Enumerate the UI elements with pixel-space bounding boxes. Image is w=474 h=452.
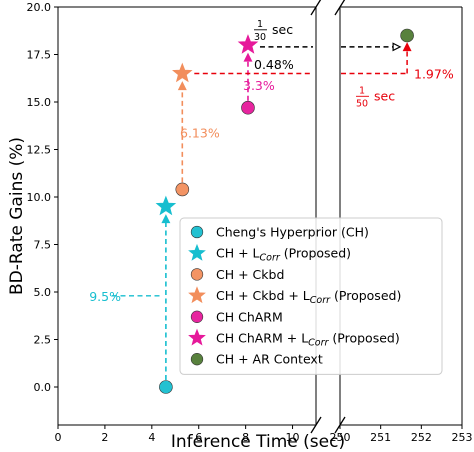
annotation-red: 1.97%: [414, 67, 454, 82]
x-tick-label: 10: [286, 431, 300, 444]
legend-marker: [190, 225, 204, 239]
legend-marker: [190, 353, 204, 366]
x-tick-label: 8: [242, 431, 249, 444]
legend-label: CH + AR Context: [216, 352, 323, 367]
legend-label: CH + Ckbd + LCorr (Proposed): [216, 288, 401, 306]
legend-entry: CH + Ckbd: [190, 267, 284, 282]
marker-star-5: [237, 34, 259, 54]
x-tick-label: 252: [411, 431, 432, 444]
y-tick-label: 12.5: [27, 144, 52, 157]
marker-circle-4: [241, 100, 255, 115]
legend-marker: [188, 328, 206, 346]
marker-circle-0: [159, 380, 173, 394]
y-tick-label: 5.0: [34, 286, 52, 299]
legend-marker: [188, 243, 206, 261]
axis-break-mark: [310, 0, 322, 16]
fraction-numerator: 1: [257, 19, 263, 30]
y-tick-label: 2.5: [34, 334, 52, 347]
y-tick-label: 7.5: [34, 239, 52, 252]
fraction-unit: sec: [272, 22, 293, 37]
marker-circle-6: [400, 28, 414, 43]
y-tick-label: 15.0: [27, 96, 52, 109]
x-tick-label: 6: [195, 431, 202, 444]
axis-break-mark: [334, 0, 346, 16]
marker-star-3: [172, 62, 193, 83]
y-tick-label: 20.0: [27, 1, 52, 14]
marker-circle-2: [175, 182, 190, 197]
annotation-cyan: 9.5%: [89, 289, 121, 304]
axis-break-mark: [310, 416, 322, 434]
x-tick-label: 253: [452, 431, 473, 444]
x-axis-label: Inference Time (sec): [171, 432, 345, 452]
legend-box: [179, 217, 443, 375]
legend-entry: CH ChARM + LCorr (Proposed): [188, 328, 400, 349]
x-tick-label: 2: [101, 431, 108, 444]
annotation-red-time: 1 50 sec: [356, 85, 395, 109]
legend-entry: CH + LCorr (Proposed): [188, 243, 351, 264]
annotation-black-time: 1 30 sec: [254, 19, 293, 43]
fraction-unit: sec: [374, 88, 395, 103]
y-axis-label: BD-Rate Gains (%): [7, 137, 27, 295]
axes: 0.0 2.5 5.0 7.5 10.0 12.5 15.0 17.5 20.0 0 2 4 6 8 10 2…: [7, 0, 473, 452]
x-tick-label: 0: [55, 431, 62, 444]
y-tick-label: 0.0: [34, 381, 52, 394]
black-arrow-head: [392, 42, 402, 52]
x-tick-label: 251: [370, 431, 391, 444]
legend-entry: CH + Ckbd + LCorr (Proposed): [188, 286, 401, 306]
marker-star-1: [155, 195, 177, 216]
legend-label: CH ChARM: [216, 309, 283, 324]
legend-marker: [190, 268, 204, 281]
legend-entry: CH ChARM: [190, 309, 283, 324]
legend-entry: Cheng's Hyperprior (CH): [190, 225, 369, 240]
x-tick-label: 4: [148, 431, 155, 444]
legend-marker: [188, 286, 206, 304]
legend-label: Cheng's Hyperprior (CH): [216, 225, 369, 240]
markers: [155, 28, 414, 394]
y-tick-label: 17.5: [27, 49, 52, 62]
legend: Cheng's Hyperprior (CH) CH + LCorr (Propo…: [179, 217, 443, 375]
legend-entry: CH + AR Context: [190, 352, 323, 367]
red-arrow-head: [402, 42, 412, 52]
annotations: 9.5% 6.13% 3.3% 0.48% 1.97% 1 30 sec 1 50 sec: [89, 19, 454, 304]
magenta-arrow-head: [243, 52, 253, 62]
fraction-denominator: 30: [254, 32, 266, 43]
annotation-magenta: 3.3%: [243, 78, 275, 93]
legend-label: CH + Ckbd: [216, 267, 284, 282]
x-tick-label: 250: [330, 431, 351, 444]
annotation-black: 0.48%: [254, 57, 294, 72]
legend-label: CH + LCorr (Proposed): [216, 246, 351, 264]
orange-arrow-head: [177, 81, 187, 91]
connectors: [112, 42, 412, 380]
y-tick-label: 10.0: [27, 191, 52, 204]
legend-marker: [190, 310, 204, 323]
cyan-arrow-head: [161, 214, 171, 224]
annotation-orange: 6.13%: [180, 125, 220, 140]
fraction-numerator: 1: [359, 85, 365, 96]
legend-label: CH ChARM + LCorr (Proposed): [216, 331, 400, 349]
fraction-denominator: 50: [356, 98, 368, 109]
